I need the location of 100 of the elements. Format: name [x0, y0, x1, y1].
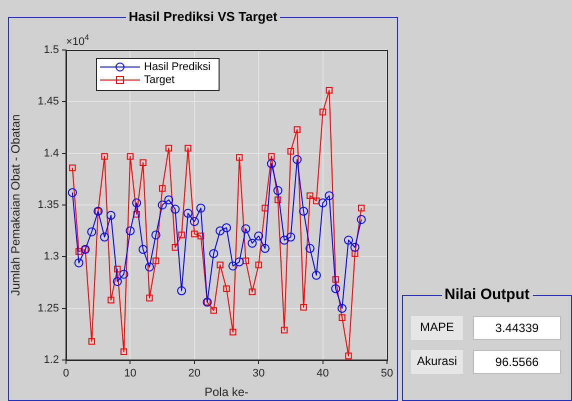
point [140, 159, 146, 166]
y-tick-label: 1.5 [44, 44, 59, 56]
point [69, 164, 76, 172]
point [165, 144, 172, 152]
x-tick-label: 30 [252, 368, 265, 380]
point [178, 232, 185, 238]
legend-label: Hasil Prediksi [144, 61, 211, 74]
point [101, 153, 108, 160]
point [344, 236, 353, 245]
point [236, 154, 243, 161]
point [241, 224, 250, 234]
point [306, 192, 314, 200]
point [266, 159, 276, 168]
point [286, 232, 296, 242]
text: MAPE [411, 316, 463, 340]
x-tick-label: 40 [316, 368, 329, 380]
point [152, 257, 160, 264]
point [260, 244, 270, 253]
point [248, 288, 256, 296]
point [273, 186, 282, 196]
point [254, 232, 264, 240]
point [255, 262, 262, 268]
point [119, 270, 128, 279]
point [210, 307, 217, 314]
text: Nilai Output [442, 286, 532, 303]
point [158, 200, 167, 210]
point [87, 227, 96, 236]
point [318, 198, 328, 208]
point [183, 208, 192, 218]
point [274, 196, 282, 204]
point [287, 148, 294, 155]
x-tick-label: 10 [124, 368, 136, 380]
y-tick-label: 1.35 [38, 199, 59, 212]
point [74, 258, 84, 268]
y-tick-label: 1.45 [38, 96, 59, 108]
point [222, 223, 231, 232]
point [356, 214, 366, 224]
point [177, 286, 186, 296]
x-tick-label: 50 [380, 368, 394, 380]
point [280, 236, 289, 245]
point [326, 86, 333, 94]
point [190, 217, 199, 226]
x-tick-label: 20 [188, 368, 201, 380]
point [100, 232, 110, 242]
point [345, 352, 352, 360]
point [106, 210, 116, 220]
point [196, 204, 206, 213]
point [126, 153, 134, 160]
point [319, 108, 326, 116]
point [299, 206, 308, 216]
point [216, 262, 224, 268]
point [151, 230, 160, 240]
point [209, 249, 218, 258]
point [228, 261, 238, 270]
point [262, 204, 268, 212]
point [234, 257, 244, 266]
y-axis-title: Jumlah Pemakaian Obat - Obatan [8, 114, 23, 296]
point [114, 266, 121, 272]
point [242, 257, 250, 264]
x-axis-title: Pola ke- [204, 385, 249, 400]
point [332, 276, 339, 283]
point [312, 270, 321, 280]
point [338, 314, 346, 321]
y-tick-label: 1.4 [44, 147, 59, 160]
point [268, 153, 275, 160]
point [216, 226, 225, 236]
point [230, 328, 236, 336]
x-tick-label: 0 [62, 368, 70, 380]
point [144, 262, 154, 272]
point [352, 250, 358, 257]
point [313, 198, 320, 204]
point [170, 204, 180, 214]
point [184, 144, 192, 152]
point [132, 198, 142, 208]
y-tick-label: 1.25 [38, 302, 59, 314]
y-tick-label: 1.3 [44, 250, 59, 263]
point [126, 226, 135, 236]
point [112, 276, 122, 286]
point [133, 210, 140, 218]
point [158, 185, 166, 192]
point [108, 296, 114, 304]
chart-title: Hasil Prediksi VS Target [126, 9, 280, 24]
point [88, 338, 96, 345]
point [138, 244, 148, 254]
point [292, 155, 302, 164]
point [350, 242, 360, 252]
point [223, 285, 230, 292]
text: 3.44339 [473, 316, 561, 340]
point [191, 230, 198, 238]
point [197, 232, 204, 240]
point [120, 348, 128, 356]
point [324, 191, 334, 200]
point [294, 126, 300, 133]
point [358, 204, 365, 212]
point [338, 304, 347, 313]
y-tick-label: 1.2 [44, 354, 59, 366]
point [68, 188, 77, 198]
point [305, 244, 314, 253]
point [164, 195, 174, 204]
point [331, 284, 340, 294]
